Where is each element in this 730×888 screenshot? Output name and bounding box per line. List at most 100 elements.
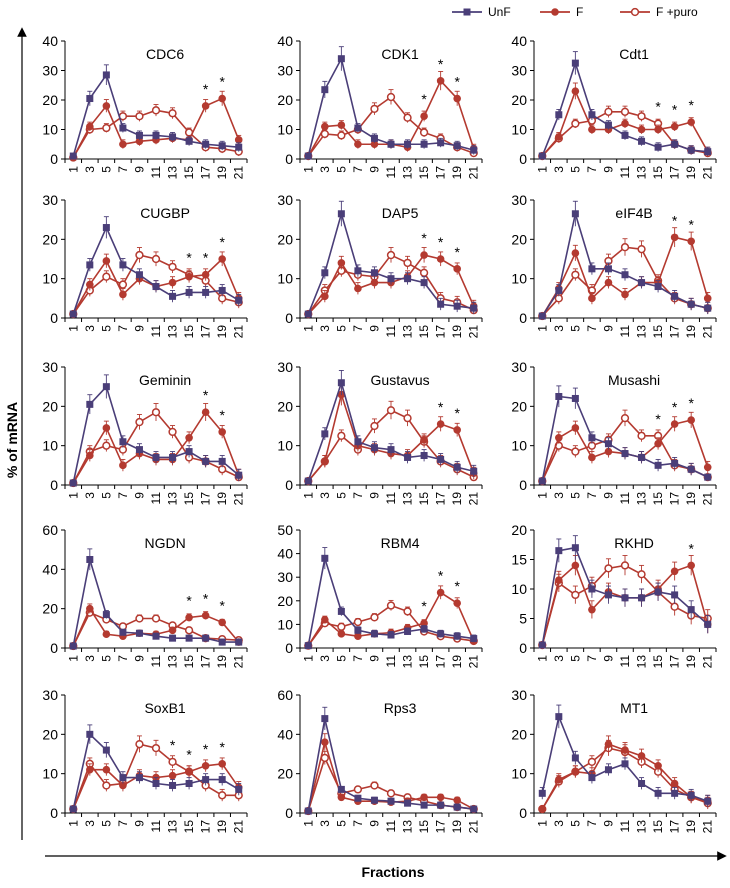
data-point (151, 408, 161, 417)
data-point (337, 379, 345, 387)
series-f (538, 227, 712, 320)
data-point (135, 131, 143, 139)
x-tick-label: 3 (318, 492, 332, 499)
x-tick-label: 9 (367, 492, 381, 499)
y-tick-label: 10 (42, 271, 58, 287)
significance-asterisk: * (454, 74, 460, 90)
data-point (571, 767, 580, 776)
x-axis-label: Fractions (361, 864, 424, 880)
x-tick-label: 5 (568, 325, 582, 332)
y-tick-label: 20 (277, 231, 293, 247)
y-tick-label: 40 (511, 33, 527, 49)
data-point (386, 601, 396, 610)
chart-title: Rps3 (384, 700, 417, 716)
y-tick-label: 0 (285, 151, 293, 167)
significance-asterisk: * (454, 405, 460, 421)
x-tick-label: 9 (601, 655, 615, 662)
data-point (588, 265, 596, 273)
y-tick-label: 0 (50, 640, 58, 656)
chart-title: MT1 (620, 700, 648, 716)
y-tick-label: 20 (277, 398, 293, 414)
legend-marker (630, 7, 640, 17)
x-tick-label: 21 (467, 166, 481, 180)
x-tick-label: 15 (417, 655, 431, 669)
data-point (185, 634, 193, 642)
data-point (168, 626, 177, 635)
y-tick-label: 0 (519, 151, 527, 167)
data-point (86, 604, 94, 613)
x-tick-label: 21 (232, 820, 246, 834)
data-point (571, 210, 579, 218)
data-point (420, 452, 428, 459)
data-point (304, 310, 312, 318)
x-tick-label: 11 (384, 325, 398, 338)
data-point (670, 779, 679, 788)
data-point (420, 625, 428, 633)
data-point (102, 441, 111, 450)
x-tick-label: 17 (668, 820, 682, 834)
series-unf (538, 535, 712, 649)
data-point (637, 431, 646, 440)
x-tick-label: 17 (668, 166, 682, 180)
y-tick-label: 30 (511, 359, 527, 375)
data-point (588, 774, 596, 782)
data-point (337, 259, 346, 267)
x-tick-label: 15 (417, 492, 431, 506)
data-point (135, 271, 143, 279)
data-point (654, 283, 662, 291)
y-tick-label: 30 (511, 192, 527, 208)
data-point (654, 143, 662, 151)
data-point (185, 613, 193, 622)
data-point (151, 743, 161, 753)
data-point (102, 611, 110, 619)
y-tick-label: 10 (42, 766, 58, 782)
series-line (541, 246, 708, 317)
x-tick-label: 5 (568, 492, 582, 499)
data-point (604, 447, 613, 456)
data-point (119, 781, 127, 790)
x-tick-label: 11 (384, 492, 398, 505)
data-point (604, 440, 612, 448)
x-tick-label: 13 (166, 325, 180, 339)
data-point (86, 400, 94, 408)
significance-asterisk: * (219, 74, 225, 90)
data-point (670, 420, 679, 428)
chart-title: CUGBP (140, 205, 190, 221)
data-point (119, 124, 127, 132)
x-tick-label: 13 (401, 325, 415, 339)
x-tick-label: 9 (132, 655, 146, 662)
x-tick-label: 9 (367, 655, 381, 662)
x-tick-label: 15 (651, 655, 665, 669)
x-tick-label: 19 (684, 492, 698, 506)
x-tick-label: 3 (318, 820, 332, 827)
data-point (102, 781, 111, 790)
data-point (370, 796, 378, 804)
y-tick-label: 50 (277, 522, 293, 538)
data-point (370, 269, 378, 277)
x-tick-label: 7 (585, 166, 599, 173)
data-point (404, 275, 412, 283)
data-point (604, 265, 612, 273)
x-tick-label: 17 (434, 820, 448, 834)
data-point (321, 615, 329, 624)
x-tick-label: 1 (301, 325, 315, 332)
data-point (337, 622, 346, 631)
data-point (235, 471, 243, 479)
data-point (304, 477, 312, 485)
x-tick-label: 5 (99, 492, 113, 499)
data-point (453, 803, 461, 811)
legend-label: F +puro (656, 5, 698, 19)
x-tick-label: 3 (83, 655, 97, 662)
series-line (72, 385, 240, 484)
data-point (102, 257, 111, 265)
data-point (420, 140, 428, 148)
data-point (202, 457, 210, 465)
x-tick-label: 1 (301, 492, 315, 499)
x-tick-label: 15 (417, 166, 431, 180)
data-point (687, 561, 695, 570)
y-tick-label: 10 (277, 438, 293, 454)
y-tick-label: 20 (42, 601, 58, 617)
